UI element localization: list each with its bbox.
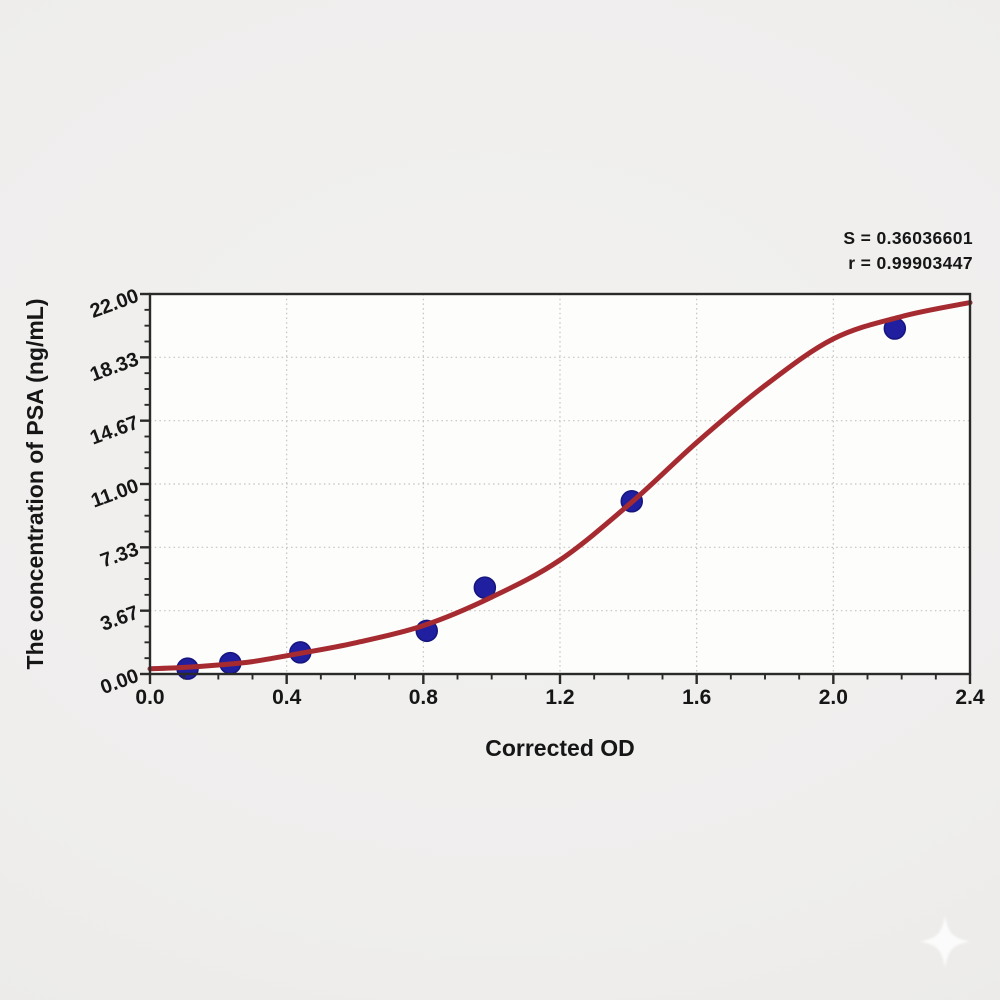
y-axis-title: The concentration of PSA (ng/mL) xyxy=(22,299,48,670)
x-tick-label: 0.8 xyxy=(409,686,439,709)
fit-r-value: r = 0.99903447 xyxy=(848,253,973,273)
gridlines xyxy=(150,294,970,674)
y-tick-label: 18.33 xyxy=(87,348,142,386)
x-tick-label: 1.2 xyxy=(545,686,574,709)
fit-s-value: S = 0.36036601 xyxy=(843,228,973,248)
x-tick-label: 2.4 xyxy=(955,686,985,709)
y-tick-label: 3.67 xyxy=(98,602,142,636)
y-tick-label: 22.00 xyxy=(87,285,142,323)
x-tick-label: 1.6 xyxy=(682,686,711,709)
y-tick-label: 7.33 xyxy=(98,538,142,572)
x-tick-label: 0.0 xyxy=(135,686,164,709)
y-tick-label: 11.00 xyxy=(88,475,142,512)
fit-curve xyxy=(147,300,973,672)
y-tick-label: 14.67 xyxy=(87,412,142,450)
x-tick-label: 2.0 xyxy=(819,686,848,709)
axis-ticks xyxy=(140,292,972,684)
x-axis-title: Corrected OD xyxy=(485,735,635,761)
x-tick-label: 0.4 xyxy=(272,686,302,709)
data-series xyxy=(147,300,973,680)
sparkle-icon xyxy=(920,916,970,968)
